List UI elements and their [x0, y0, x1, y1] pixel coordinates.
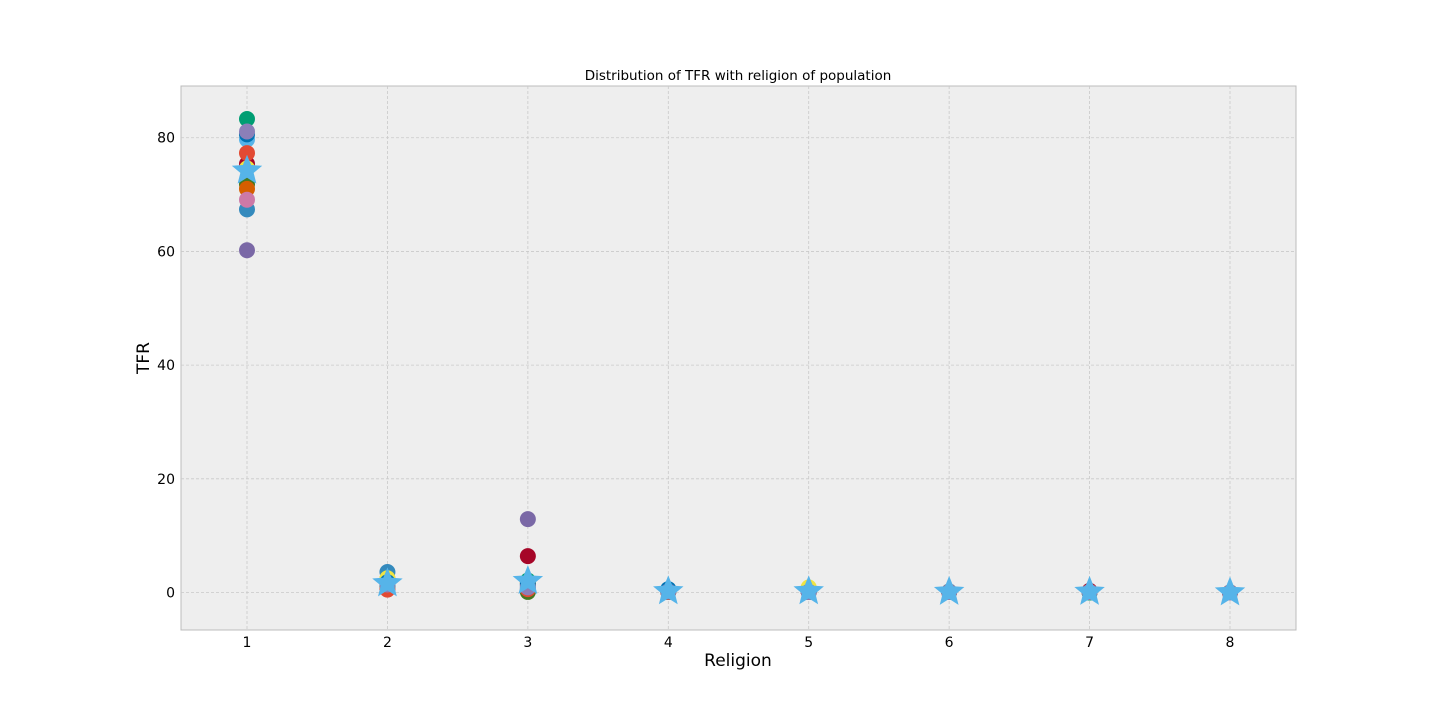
chart-title: Distribution of TFR with religion of pop… [585, 68, 892, 84]
x-tick-label: 4 [664, 635, 673, 651]
y-tick-label: 60 [157, 244, 175, 260]
x-tick-label: 1 [243, 635, 252, 651]
data-point-star [512, 565, 544, 595]
grid [181, 86, 1296, 630]
x-tick-label: 2 [383, 635, 392, 651]
data-point [239, 110, 256, 127]
x-tick-label: 8 [1226, 635, 1235, 651]
data-point-star [1074, 575, 1105, 605]
data-point [239, 123, 256, 140]
y-tick-label: 80 [157, 131, 175, 147]
plot-background [180, 85, 1297, 631]
x-tick-label: 6 [945, 635, 954, 651]
y-tick-label: 20 [157, 472, 175, 488]
data-point-star [1214, 576, 1246, 606]
x-tick-label: 3 [523, 635, 532, 651]
data-point-star [933, 575, 965, 605]
data-point-star [372, 567, 403, 597]
x-tick-label: 7 [1085, 635, 1094, 651]
y-tick-label: 40 [157, 358, 175, 374]
data-point [239, 145, 256, 162]
data-points [231, 110, 1246, 606]
y-axis-label: TFR [134, 342, 154, 375]
x-axis-label: Religion [704, 651, 772, 671]
data-point-star [793, 575, 824, 605]
data-point-star [653, 575, 684, 605]
y-tick-labels: 0 20 40 60 80 [157, 131, 175, 602]
x-tick-labels: 1 2 3 4 5 6 7 8 [243, 635, 1235, 651]
data-point [519, 511, 536, 528]
data-point [239, 242, 256, 259]
data-point [239, 191, 256, 208]
data-point [519, 548, 536, 565]
y-tick-label: 0 [166, 585, 175, 601]
x-tick-label: 5 [804, 635, 813, 651]
data-point-star [231, 154, 263, 184]
